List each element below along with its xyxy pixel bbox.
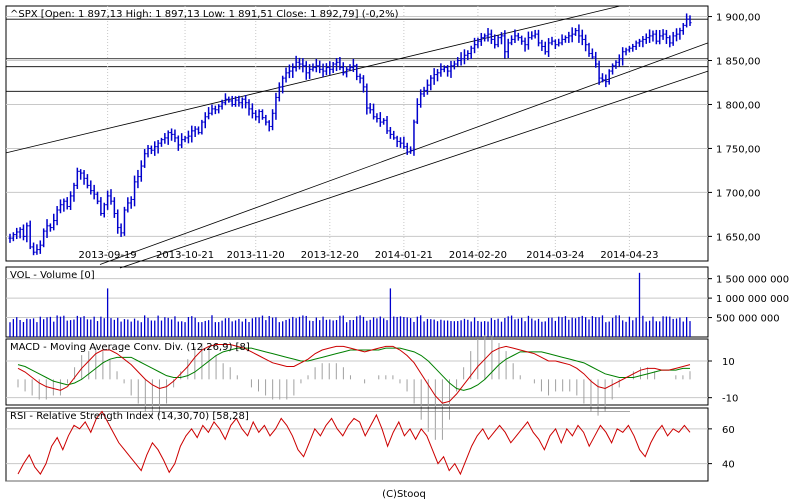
price-y-tick-label: 1 900,00 [716, 13, 761, 24]
price-ohlc-bars [8, 13, 692, 256]
macd-y-tick-label: -10 [722, 394, 738, 405]
price-x-tick-label: 2014-04-23 [600, 250, 658, 261]
macd-lines [17, 344, 691, 404]
price-trendline [119, 70, 709, 269]
volume-panel: 500 000 000 1 000 000 000 1 500 000 000 VO… [5, 266, 789, 338]
rsi-panel: 60 40 RSI - Relative Strength Index (14,3… [5, 407, 735, 482]
price-x-tick-label: 2013-11-20 [227, 250, 285, 261]
price-y-axis: 1 650,00 1 700,00 1 750,00 1 800,00 1 850,00… [708, 13, 761, 243]
price-y-tick-label: 1 750,00 [716, 144, 761, 155]
rsi-y-axis: 60 40 [708, 425, 735, 471]
macd-signal-line [17, 347, 690, 391]
price-x-tick-label: 2014-02-20 [449, 250, 507, 261]
macd-histogram [17, 334, 691, 440]
price-y-tick-label: 1 850,00 [716, 57, 761, 68]
rsi-y-tick-label: 60 [722, 425, 735, 436]
volume-title: VOL - Volume [0] [10, 270, 95, 281]
rsi-gridlines [6, 411, 708, 482]
price-panel-frame [5, 5, 709, 262]
price-panel: 1 650,00 1 700,00 1 750,00 1 800,00 1 850,00… [5, 5, 761, 269]
macd-panel-frame [5, 338, 709, 406]
volume-y-tick-label: 1 000 000 000 [716, 294, 789, 305]
volume-y-axis: 500 000 000 1 000 000 000 1 500 000 000 [708, 275, 789, 325]
volume-y-tick-label: 1 500 000 000 [716, 275, 789, 286]
rsi-y-tick-label: 40 [722, 460, 735, 471]
price-x-tick-label: 2014-01-21 [375, 250, 433, 261]
price-y-tick-label: 1 800,00 [716, 100, 761, 111]
macd-title: MACD - Moving Average Conv. Div. (12,26,… [10, 342, 250, 353]
price-x-tick-label: 2014-03-24 [526, 250, 584, 261]
macd-line [17, 344, 691, 404]
volume-y-tick-label: 500 000 000 [716, 314, 780, 325]
macd-y-axis: 10 -10 [708, 357, 738, 405]
macd-y-tick-label: 10 [722, 357, 735, 368]
price-trendline [5, 5, 621, 154]
price-title: ^SPX [Open: 1 897,13 High: 1 897,13 Low:… [10, 9, 399, 20]
price-trendline [99, 42, 709, 265]
rsi-title: RSI - Relative Strength Index (14,30,70)… [10, 411, 249, 422]
rsi-line [17, 410, 691, 476]
price-y-tick-label: 1 650,00 [716, 232, 761, 243]
price-y-tick-label: 1 700,00 [716, 188, 761, 199]
price-x-axis: 2013-09-19 2013-10-21 2013-11-20 2013-12-20… [79, 250, 659, 261]
price-x-tick-label: 2013-09-19 [79, 250, 137, 261]
price-x-tick-label: 2013-12-20 [301, 250, 359, 261]
price-x-tick-label: 2013-10-21 [156, 250, 214, 261]
macd-panel: 10 -10 MACD - Moving Average Conv. Div. (… [5, 334, 738, 440]
price-trendlines [5, 5, 709, 269]
volume-bars [9, 272, 691, 337]
rsi-line [17, 410, 691, 476]
footer-credit: (C)Stooq [382, 489, 426, 500]
